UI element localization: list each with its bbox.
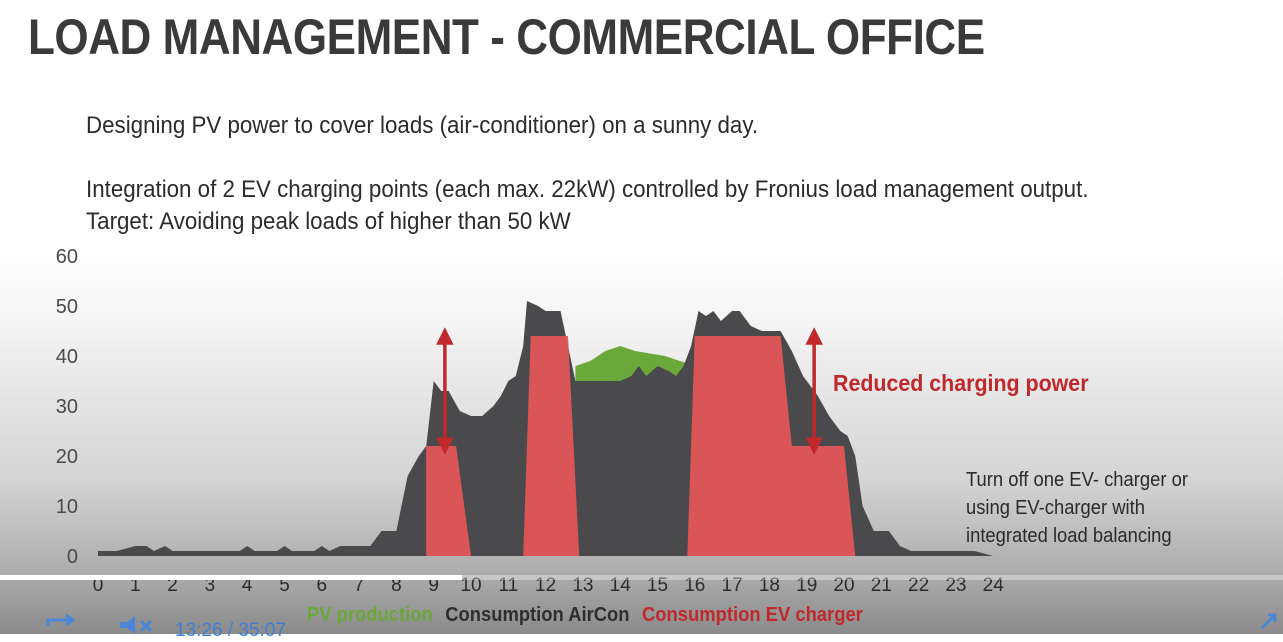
x-tick-label: 21 [871,575,892,596]
video-progress-fill [0,575,462,580]
x-tick-label: 0 [93,575,104,596]
total-time: 35:07 [238,620,286,641]
x-tick-label: 20 [833,575,854,596]
x-tick-label: 10 [460,575,481,596]
y-tick-label: 40 [56,346,78,368]
video-controls: 13:26 / 35:07 [0,608,1283,641]
x-tick-label: 9 [428,575,439,596]
replay-icon[interactable] [44,614,78,636]
x-tick-label: 6 [317,575,328,596]
x-tick-label: 5 [279,575,290,596]
y-tick-label: 50 [56,296,78,318]
legend-ev: Consumption EV charger [642,604,863,626]
load-balancing-note: Turn off one EV- charger or using EV-cha… [966,469,1188,547]
x-tick-label: 4 [242,575,253,596]
x-tick-label: 24 [983,575,1005,596]
slide-title: LOAD MANAGEMENT - COMMERCIAL OFFICE [28,9,985,65]
description-line-ev: Integration of 2 EV charging points (eac… [86,176,1089,203]
y-tick-label: 20 [56,446,78,468]
ev-charger-block-1 [426,446,471,556]
x-tick-label: 11 [498,575,518,596]
y-tick-label: 0 [67,546,78,568]
x-tick-label: 13 [572,575,593,596]
x-tick-label: 3 [205,575,216,596]
reduced-charging-label: Reduced charging power [833,370,1089,396]
x-tick-label: 19 [796,575,817,596]
x-tick-label: 7 [354,575,365,596]
time-separator: / [227,620,234,641]
description-line-pv: Designing PV power to cover loads (air-c… [86,112,759,139]
legend-aircon: Consumption AirCon [445,604,630,626]
x-tick-label: 17 [722,575,743,596]
mute-icon[interactable] [118,614,158,636]
video-progress-bar[interactable] [0,575,1283,580]
ev-charger-block-3 [687,336,856,556]
description-line-target: Target: Avoiding peak loads of higher th… [86,208,571,235]
x-tick-label: 15 [647,575,668,596]
x-tick-label: 22 [908,575,929,596]
x-tick-label: 16 [684,575,705,596]
x-tick-label: 23 [945,575,966,596]
y-tick-label: 60 [56,246,78,268]
y-tick-label: 30 [56,396,78,418]
playback-time: 13:26 / 35:07 [175,620,286,642]
x-tick-label: 8 [391,575,402,596]
x-tick-label: 12 [535,575,556,596]
x-tick-label: 2 [167,575,178,596]
ev-charger-block-2 [523,336,580,556]
x-tick-label: 14 [610,575,632,596]
fullscreen-icon[interactable] [1258,612,1280,632]
legend-pv: PV production [307,604,433,626]
chart-legend: PV production Consumption AirCon Consump… [307,604,870,627]
y-tick-label: 10 [56,496,78,518]
x-tick-label: 1 [130,575,141,596]
x-tick-label: 18 [759,575,780,596]
current-time: 13:26 [175,620,223,641]
